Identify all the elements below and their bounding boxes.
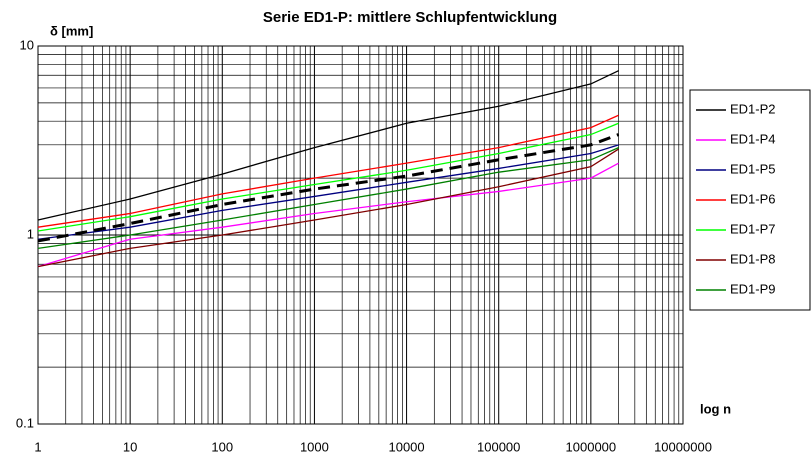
series-line [37, 133, 620, 243]
x-tick-label: 100 [211, 439, 233, 454]
y-tick-label: 1 [27, 226, 34, 241]
legend-label: ED1-P4 [730, 131, 776, 146]
x-tick-label: 100000 [477, 439, 520, 454]
legend-label: ED1-P6 [730, 191, 776, 206]
series-line [37, 147, 619, 249]
legend-label: ED1-P5 [730, 161, 776, 176]
x-tick-label: 10000000 [654, 439, 712, 454]
x-axis-label: log n [700, 401, 731, 416]
legend-label: ED1-P8 [730, 251, 776, 266]
series-line [37, 148, 619, 268]
series-line [37, 122, 619, 232]
legend-label: ED1-P9 [730, 281, 776, 296]
series-line [37, 114, 619, 228]
y-tick-label: 10 [20, 37, 34, 52]
x-tick-label: 1000 [300, 439, 329, 454]
y-axis-label: δ [mm] [50, 23, 93, 38]
series-line [37, 144, 619, 240]
series-line [37, 70, 619, 221]
x-tick-label: 1 [34, 439, 41, 454]
chart-title: Serie ED1-P: mittlere Schlupfentwicklung [263, 9, 557, 26]
x-tick-label: 10 [123, 439, 137, 454]
y-tick-label: 0.1 [16, 415, 34, 430]
x-tick-label: 1000000 [566, 439, 617, 454]
series-line [37, 162, 619, 268]
x-tick-label: 10000 [388, 439, 424, 454]
legend-label: ED1-P2 [730, 101, 776, 116]
legend-label: ED1-P7 [730, 221, 776, 236]
